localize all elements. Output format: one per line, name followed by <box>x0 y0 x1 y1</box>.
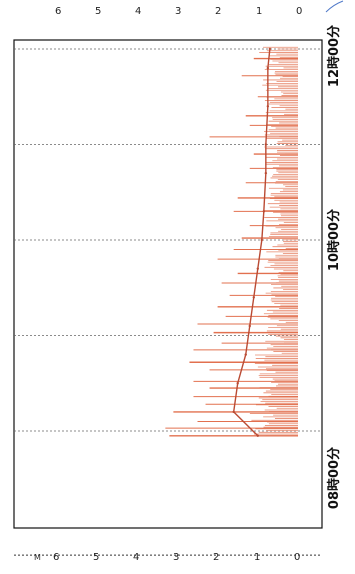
envelope-point <box>232 410 235 414</box>
envelope <box>232 47 272 437</box>
envelope-point <box>262 210 266 213</box>
envelope-line <box>232 48 271 437</box>
time-label-2: 12時00分 <box>326 25 342 87</box>
top-tick-0: 0 <box>296 6 302 17</box>
envelope-point <box>256 434 259 437</box>
bottom-tick-labels: 0 1 2 3 4 5 6 M <box>34 552 300 563</box>
spikes <box>165 46 298 437</box>
envelope-point <box>266 105 270 108</box>
envelope-point <box>236 382 239 385</box>
time-label-1: 10時00分 <box>326 209 342 271</box>
time-labels: 08時00分 10時00分 12時00分 <box>326 25 342 509</box>
bottom-tick-4: 4 <box>133 552 139 563</box>
top-tick-1: 1 <box>256 6 262 17</box>
envelope-point <box>256 267 259 270</box>
envelope-point <box>252 296 255 299</box>
envelope-point <box>260 238 264 242</box>
envelope-point <box>248 324 251 328</box>
value-axis-extra-label: M <box>34 553 41 562</box>
top-tick-4: 4 <box>135 6 141 17</box>
envelope-point <box>244 353 247 356</box>
top-tick-6: 6 <box>55 6 61 17</box>
bottom-tick-0: 0 <box>294 552 300 563</box>
bottom-tick-3: 3 <box>173 552 179 563</box>
top-tick-labels: 0 1 2 3 4 5 6 <box>55 6 302 17</box>
envelope-point <box>268 47 272 51</box>
bottom-tick-5: 5 <box>93 552 99 563</box>
top-tick-5: 5 <box>95 6 101 17</box>
stray-pen-mark <box>325 0 344 13</box>
envelope-point <box>266 66 270 70</box>
bottom-tick-2: 2 <box>213 552 219 563</box>
bottom-tick-1: 1 <box>254 552 260 563</box>
envelope-point <box>264 143 268 146</box>
time-label-0: 08時00分 <box>326 447 342 509</box>
bottom-tick-6: 6 <box>53 552 59 563</box>
envelope-point <box>264 171 268 175</box>
plot-frame <box>13 39 323 529</box>
top-tick-2: 2 <box>215 6 221 17</box>
top-tick-3: 3 <box>175 6 181 17</box>
